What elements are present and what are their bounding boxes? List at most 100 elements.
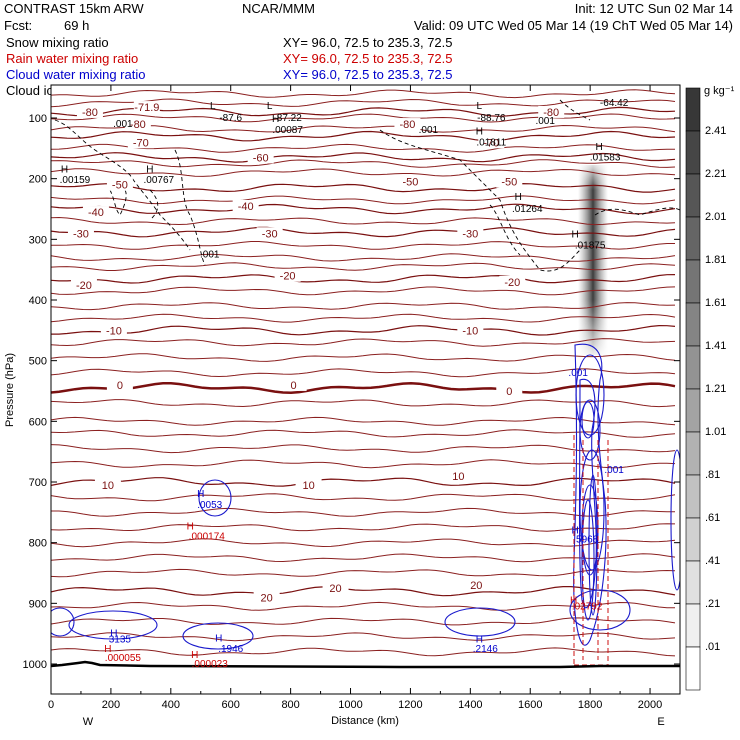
temp-label-24: 10	[102, 480, 114, 492]
snow-label-18: -64.42	[600, 98, 629, 109]
cloud-label-9: .001	[604, 465, 624, 476]
temp-label-22: 0	[291, 380, 297, 392]
temp-contour-line	[51, 113, 676, 123]
temp-label-bg	[274, 269, 301, 282]
temp-label-bg	[496, 175, 523, 188]
temp-label-25: 10	[302, 480, 314, 492]
temp-label-23: 0	[506, 386, 512, 398]
cloud-label-6: H	[476, 635, 483, 646]
y-tick-label-0: 100	[29, 113, 47, 125]
snow-label-13: H	[476, 126, 483, 137]
temp-contour-line	[51, 124, 676, 133]
temp-label-bg	[280, 378, 307, 391]
temp-label-bg	[100, 324, 127, 337]
temp-label-bg	[295, 479, 322, 492]
temp-contour-8	[51, 381, 676, 394]
snow-contour-1	[109, 189, 127, 216]
temp-contour-line	[51, 143, 675, 153]
temp-contour-line	[51, 444, 676, 454]
temp-label-bg	[478, 136, 505, 149]
cloud-label-2: H	[110, 629, 117, 640]
temp-contour-line	[51, 338, 676, 347]
colorbar-label-0: 2.41	[705, 125, 726, 137]
temp-contour-line	[51, 253, 676, 262]
temp-contour-line	[51, 399, 676, 408]
temp-contour-line	[51, 302, 676, 311]
colorbar-swatch-12	[685, 603, 701, 648]
x-tick-label-4: 800	[281, 699, 299, 711]
temp-contour-6	[51, 274, 676, 284]
temp-label-bg	[397, 175, 424, 188]
y-tick-label-4: 500	[29, 356, 47, 368]
temp-label-bg	[496, 385, 523, 397]
temp-label-16: -20	[76, 280, 92, 292]
temp-label-bg	[94, 479, 121, 492]
temp-contour-4	[51, 203, 676, 215]
colorbar-swatch-8	[685, 431, 701, 476]
y-tick-label-7: 800	[29, 538, 47, 550]
snow-label-6: L	[210, 101, 216, 112]
temp-contour-10	[51, 586, 676, 597]
temp-label-27: 20	[261, 592, 273, 604]
west-label: W	[83, 716, 94, 728]
cloud-label-4: H	[215, 634, 222, 645]
temp-label-bg	[127, 136, 154, 149]
field-name-1: Rain water mixing ratio	[6, 51, 138, 66]
cloud-contour-10	[581, 499, 595, 621]
header: CONTRAST 15km ARW NCAR/MMM Init: 12 UTC …	[4, 1, 733, 98]
terrain-line	[51, 660, 680, 669]
colorbar-label-12: .01	[705, 641, 720, 653]
x-tick-label-5: 1000	[338, 699, 362, 711]
snow-label-14: .01811	[476, 137, 506, 148]
rain-label-1: .000174	[189, 532, 226, 543]
temp-contour-line	[51, 568, 676, 578]
snow-contour-4	[379, 129, 581, 272]
temp-label-13: -30	[73, 228, 89, 240]
temp-contour-line	[51, 459, 676, 469]
x-tick-label-9: 1800	[578, 699, 602, 711]
snow-label-5: .001	[200, 250, 220, 261]
temp-label-9: -50	[402, 177, 418, 189]
temp-label-6: -70	[483, 137, 499, 149]
field-xy-1: XY= 96.0, 72.5 to 235.3, 72.5	[283, 51, 453, 66]
colorbar-swatch-9	[685, 474, 701, 519]
temp-label-bg	[457, 227, 484, 240]
cloud-core-inner	[578, 378, 597, 609]
snow-label-19: H	[596, 142, 603, 153]
colorbar-swatch-13	[685, 646, 701, 691]
temp-contour-line	[51, 538, 676, 548]
snow-label-11: .00087	[272, 125, 303, 136]
rain-label-7: H	[570, 595, 577, 606]
temp-label-5: -70	[133, 137, 149, 149]
temp-contour-line	[51, 416, 676, 426]
colorbar-swatch-11	[685, 560, 701, 605]
colorbar-label-10: .41	[705, 555, 720, 567]
y-tick-label-8: 900	[29, 598, 47, 610]
y-tick-label-5: 600	[29, 416, 47, 428]
colorbar-label-6: 1.21	[705, 383, 726, 395]
snow-label-0: H	[61, 165, 68, 176]
cloud-label-11: 5968	[576, 535, 599, 546]
snow-label-21: H	[515, 192, 522, 203]
snow-label-15: L	[477, 101, 483, 112]
colorbar-swatch-4	[685, 259, 701, 304]
temp-contour-line	[51, 647, 676, 657]
snow-label-22: .01264	[512, 204, 543, 215]
snow-label-10: H	[272, 114, 279, 125]
plot-frame	[50, 84, 681, 695]
east-label: E	[657, 716, 664, 728]
temp-label-1: -80	[130, 119, 146, 131]
temp-contour-line	[51, 429, 676, 438]
temp-label-bg	[70, 278, 97, 291]
fcst-label: Fcst:	[4, 18, 32, 33]
temp-contour-line	[51, 195, 676, 205]
rain-label-5: .000023	[192, 659, 229, 670]
temp-label-26: 10	[452, 471, 464, 483]
fcst-value: 69 h	[64, 18, 89, 33]
snow-label-17: .001	[535, 116, 555, 127]
snow-label-8: L	[267, 101, 273, 112]
temp-contour-1	[51, 130, 676, 142]
temp-label-7: -60	[253, 152, 269, 164]
